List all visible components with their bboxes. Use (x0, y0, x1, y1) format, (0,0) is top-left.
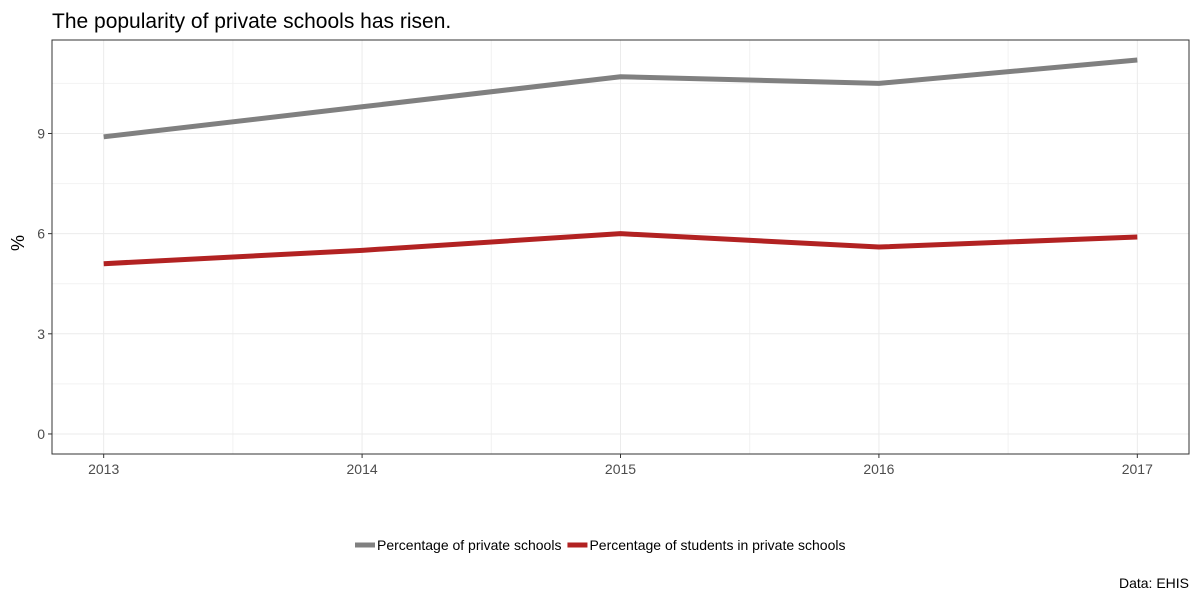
x-tick-label: 2016 (863, 461, 894, 477)
x-tick-label: 2015 (605, 461, 636, 477)
chart-title: The popularity of private schools has ri… (52, 10, 451, 33)
legend-label-1: Percentage of private schools (377, 537, 561, 553)
caption: Data: EHIS (1119, 575, 1189, 591)
x-tick-label: 2014 (347, 461, 378, 477)
y-tick-label: 0 (37, 426, 45, 442)
y-tick-label: 6 (37, 226, 45, 242)
y-tick-label: 9 (37, 125, 45, 141)
y-axis-ticks: 0 3 6 9 (37, 125, 52, 442)
major-gridlines (52, 40, 1189, 454)
y-tick-label: 3 (37, 326, 45, 342)
legend: Percentage of private schools Percentage … (355, 537, 846, 553)
x-axis-ticks: 2013 2014 2015 2016 2017 (88, 454, 1153, 477)
legend-label-2: Percentage of students in private school… (589, 537, 845, 553)
series-layer (103, 57, 1138, 267)
x-tick-label: 2013 (88, 461, 119, 477)
y-axis-label: % (8, 235, 28, 251)
x-tick-label: 2017 (1122, 461, 1153, 477)
